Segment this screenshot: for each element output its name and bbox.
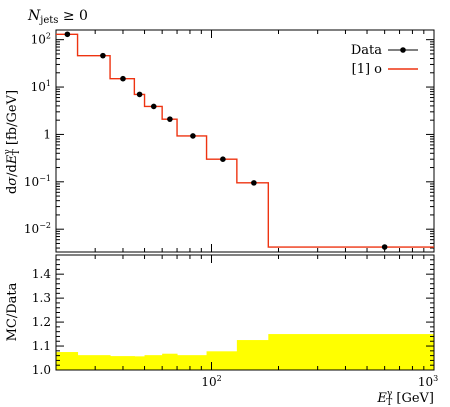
ratio-y-tick-label: 1.0 (32, 363, 51, 377)
data-point (136, 91, 143, 98)
data-point (381, 244, 388, 250)
ratio-y-axis-label: MC/Data (5, 282, 20, 341)
data-point (100, 52, 106, 59)
ratio-plot-panel: 1.0 1.1 1.2 1.3 1.4 102 103 (32, 254, 438, 389)
data-point (64, 31, 71, 38)
mc-step-line (56, 33, 434, 248)
legend-label-mc: [1] o (352, 62, 383, 77)
ratio-band-segment (268, 334, 435, 370)
ratio-y-tick-label: 1.3 (32, 291, 51, 305)
legend-label-data: Data (351, 43, 382, 58)
ratio-band-segment (77, 355, 111, 370)
title-symbol: N (27, 8, 41, 24)
ratio-y-tick-label: 1.1 (32, 339, 51, 353)
ratio-band-segment (162, 353, 178, 370)
legend: Data [1] o (351, 43, 418, 77)
data-point (251, 180, 257, 186)
data-point (120, 75, 126, 82)
y-tick-label: 10−2 (24, 221, 51, 236)
x-tick-label: 102 (201, 374, 221, 389)
ratio-y-tick-label: 1.4 (32, 267, 51, 281)
data-point (150, 103, 157, 110)
ratio-band-segment (236, 340, 269, 370)
legend-marker-data (400, 47, 406, 53)
ratio-band-segment (56, 352, 79, 370)
y-tick-label: 101 (31, 79, 51, 94)
y-tick-label: 10−1 (24, 174, 51, 189)
ratio-band-segment (110, 356, 135, 370)
x-axis-label: Eγ T [GeV] (376, 389, 434, 407)
ratio-y-tick-label: 1.2 (32, 315, 51, 329)
ratio-band-segment (134, 356, 146, 370)
title-rest: ≥ 0 (58, 8, 88, 24)
main-axis-ticks: 10−2 10−1 1 101 102 (24, 30, 435, 252)
y-tick-label: 102 (31, 32, 51, 47)
data-point (167, 116, 173, 122)
ratio-band-segment (177, 355, 208, 370)
data-point (190, 133, 196, 139)
x-tick-label: 103 (418, 374, 438, 389)
data-point (220, 156, 226, 163)
ratio-band-segment (144, 355, 163, 370)
ratio-band-layer (56, 334, 435, 370)
title-subscript: jets (39, 15, 58, 26)
chart-title: Njets ≥ 0 (27, 8, 88, 26)
ratio-axis-ticks: 1.0 1.1 1.2 1.3 1.4 102 103 (32, 255, 438, 389)
ratio-band-segment (206, 351, 238, 370)
main-y-axis-label: dσ/dEγT [fb/GeV] (3, 90, 22, 194)
main-plot-panel: 10−2 10−1 1 101 102 (24, 29, 435, 253)
y-tick-label: 1 (43, 127, 51, 141)
main-series-layer (56, 31, 434, 250)
main-plot-frame (55, 29, 435, 253)
